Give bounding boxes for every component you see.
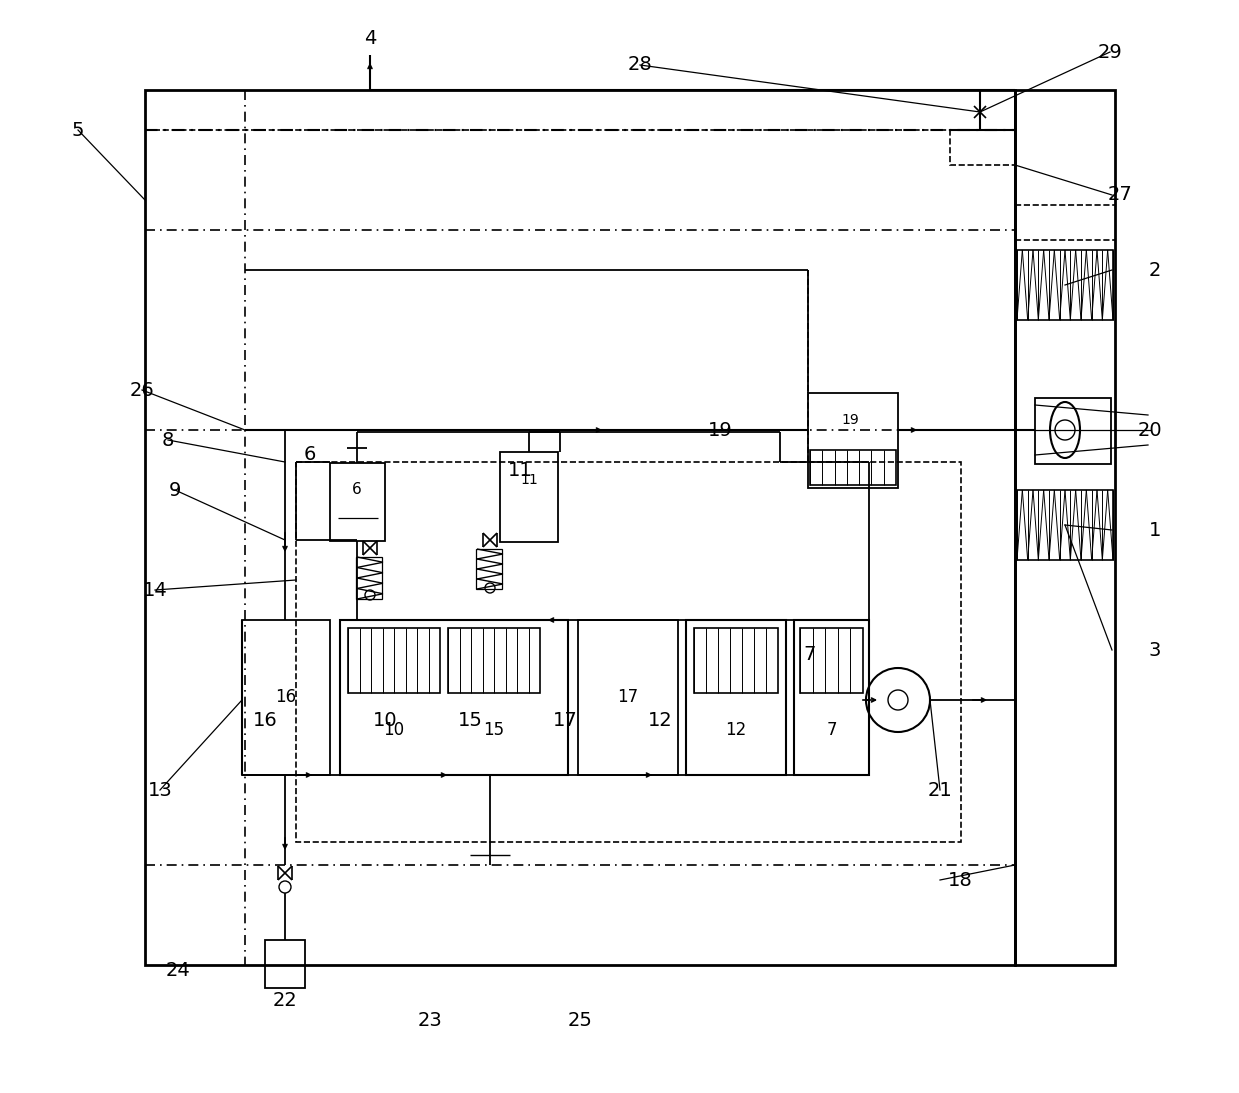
Text: 18: 18 xyxy=(948,870,973,890)
Text: 24: 24 xyxy=(166,961,191,979)
Text: 4: 4 xyxy=(364,28,377,47)
Bar xyxy=(808,393,898,487)
Bar xyxy=(1017,250,1113,320)
Bar xyxy=(145,90,1015,965)
Text: 8: 8 xyxy=(162,431,175,449)
Text: 21: 21 xyxy=(928,780,953,799)
Bar xyxy=(339,620,567,775)
Text: 11: 11 xyxy=(508,460,533,480)
Text: 9: 9 xyxy=(169,481,181,500)
Text: 17: 17 xyxy=(617,687,638,706)
Text: 25: 25 xyxy=(567,1011,592,1030)
Text: 12: 12 xyxy=(648,710,673,729)
Bar xyxy=(330,463,385,541)
Bar xyxy=(242,620,330,775)
Bar xyxy=(800,628,864,693)
Bar xyxy=(810,450,896,485)
Text: 19: 19 xyxy=(841,413,859,427)
Text: 23: 23 xyxy=(418,1011,442,1030)
Text: 16: 16 xyxy=(275,687,296,706)
Bar xyxy=(356,557,382,599)
Bar xyxy=(296,462,961,842)
Text: 28: 28 xyxy=(628,56,653,74)
Bar xyxy=(694,628,778,693)
Text: 17: 17 xyxy=(553,710,577,729)
Bar xyxy=(794,620,869,775)
Text: 11: 11 xyxy=(520,473,538,487)
Bar xyxy=(950,130,1015,165)
Bar xyxy=(1015,90,1115,965)
Text: 13: 13 xyxy=(147,780,172,799)
Bar xyxy=(501,453,558,542)
Text: 10: 10 xyxy=(383,721,405,739)
Bar xyxy=(686,620,786,775)
Text: 26: 26 xyxy=(130,380,155,400)
Text: 2: 2 xyxy=(1149,260,1161,280)
Text: 29: 29 xyxy=(1098,43,1123,61)
Bar xyxy=(449,628,540,693)
Text: 7: 7 xyxy=(804,646,817,665)
Text: 27: 27 xyxy=(1108,186,1132,204)
Bar xyxy=(265,940,305,988)
Bar xyxy=(1035,398,1111,465)
Text: 16: 16 xyxy=(253,710,278,729)
Text: 5: 5 xyxy=(72,120,84,140)
Text: 3: 3 xyxy=(1149,640,1161,659)
Text: 7: 7 xyxy=(826,721,838,739)
Text: 22: 22 xyxy=(273,990,297,1010)
Text: 14: 14 xyxy=(142,580,167,599)
Bar xyxy=(476,549,502,589)
Text: 19: 19 xyxy=(707,421,732,439)
Text: 15: 15 xyxy=(483,721,504,739)
Text: 20: 20 xyxy=(1137,421,1162,439)
Bar xyxy=(579,620,678,775)
Bar xyxy=(348,628,440,693)
Bar xyxy=(1017,490,1113,560)
Text: 6: 6 xyxy=(304,446,316,465)
Text: 12: 12 xyxy=(725,721,747,739)
Text: 1: 1 xyxy=(1149,520,1161,540)
Text: 15: 15 xyxy=(457,710,482,729)
Text: 6: 6 xyxy=(352,482,362,497)
Text: 10: 10 xyxy=(373,710,398,729)
